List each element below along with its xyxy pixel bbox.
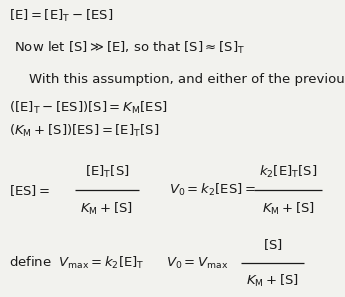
Text: Now let $[\mathrm{S}] \gg [\mathrm{E}]$, so that $[\mathrm{S}]\approx[\mathrm{S}: Now let $[\mathrm{S}] \gg [\mathrm{E}]$,… — [14, 40, 245, 56]
Text: $K_\mathrm{M} + [\mathrm{S}]$: $K_\mathrm{M} + [\mathrm{S}]$ — [262, 200, 315, 217]
Text: $[\mathrm{E}]_\mathrm{T}[\mathrm{S}]$: $[\mathrm{E}]_\mathrm{T}[\mathrm{S}]$ — [85, 164, 129, 180]
Text: define $\; V_\mathrm{max} = k_2[\mathrm{E}]_\mathrm{T}$: define $\; V_\mathrm{max} = k_2[\mathrm{… — [9, 255, 144, 271]
Text: $K_\mathrm{M} + [\mathrm{S}]$: $K_\mathrm{M} + [\mathrm{S}]$ — [246, 273, 299, 289]
Text: With this assumption, and either of the previous two: With this assumption, and either of the … — [29, 73, 345, 86]
Text: $[\mathrm{ES}] = $: $[\mathrm{ES}] = $ — [9, 183, 50, 198]
Text: $k_2[\mathrm{E}]_\mathrm{T}[\mathrm{S}]$: $k_2[\mathrm{E}]_\mathrm{T}[\mathrm{S}]$ — [259, 164, 317, 180]
Text: $K_\mathrm{M} + [\mathrm{S}]$: $K_\mathrm{M} + [\mathrm{S}]$ — [80, 200, 134, 217]
Text: $[\mathrm{E}] = [\mathrm{E}]_\mathrm{T} - [\mathrm{ES}]$: $[\mathrm{E}] = [\mathrm{E}]_\mathrm{T} … — [9, 8, 113, 24]
Text: $V_0 = k_2[\mathrm{ES}] = $: $V_0 = k_2[\mathrm{ES}] = $ — [169, 182, 256, 198]
Text: $(K_\mathrm{M} + [\mathrm{S}])[\mathrm{ES}] = [\mathrm{E}]_\mathrm{T}[\mathrm{S}: $(K_\mathrm{M} + [\mathrm{S}])[\mathrm{E… — [9, 123, 159, 139]
Text: $V_0 = V_\mathrm{max}$: $V_0 = V_\mathrm{max}$ — [166, 256, 228, 271]
Text: $[\mathrm{S}]$: $[\mathrm{S}]$ — [263, 238, 283, 252]
Text: $([\mathrm{E}]_\mathrm{T} - [\mathrm{ES}])[\mathrm{S}] = K_\mathrm{M}[\mathrm{ES: $([\mathrm{E}]_\mathrm{T} - [\mathrm{ES}… — [9, 99, 167, 116]
